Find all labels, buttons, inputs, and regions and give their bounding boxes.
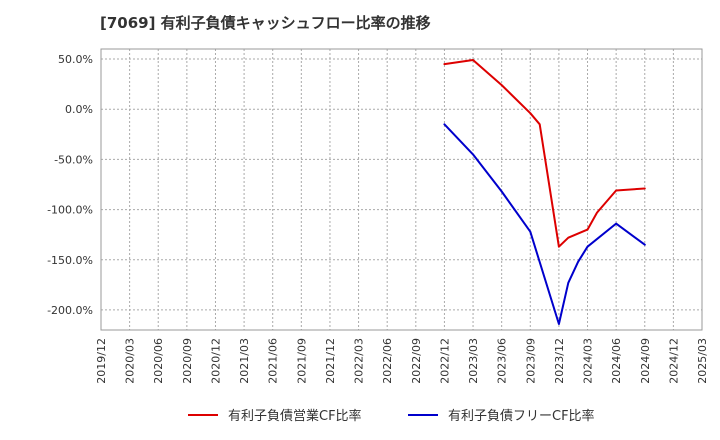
chart-title: [7069] 有利子負債キャッシュフロー比率の推移: [100, 14, 431, 32]
x-tick-label: 2024/06: [610, 338, 623, 384]
x-tick-label: 2025/03: [696, 338, 709, 384]
x-tick-label: 2021/12: [324, 338, 337, 384]
y-tick-label: 50.0%: [58, 53, 93, 66]
x-tick-label: 2022/03: [353, 338, 366, 384]
y-tick-label: 0.0%: [65, 103, 93, 116]
series-line: [443, 123, 646, 325]
y-tick-label: -150.0%: [47, 254, 93, 267]
x-tick-label: 2021/09: [295, 338, 308, 384]
x-tick-label: 2021/03: [238, 338, 251, 384]
x-tick-label: 2020/06: [152, 338, 165, 384]
x-tick-label: 2020/09: [181, 338, 194, 384]
series-line: [443, 59, 646, 248]
x-tick-label: 2022/09: [410, 338, 423, 384]
legend-label: 有利子負債営業CF比率: [228, 408, 362, 424]
x-tick-label: 2023/03: [467, 338, 480, 384]
grid-layer: [100, 49, 703, 330]
y-tick-label: -200.0%: [47, 304, 93, 317]
x-tick-label: 2022/06: [381, 338, 394, 384]
x-tick-label: 2023/06: [496, 338, 509, 384]
x-tick-label: 2022/12: [438, 338, 451, 384]
x-tick-label: 2024/12: [667, 338, 680, 384]
x-tick-label: 2024/03: [582, 338, 595, 384]
series-lines: [443, 59, 646, 325]
y-tick-label: -100.0%: [47, 204, 93, 217]
tick-labels: 2019/12 2020/03 2020/06 2020/09 2020/12 2021/…: [47, 53, 709, 384]
x-tick-label: 2021/06: [267, 338, 280, 384]
x-tick-label: 2023/12: [553, 338, 566, 384]
x-tick-label: 2019/12: [95, 338, 108, 384]
x-tick-label: 2023/09: [524, 338, 537, 384]
plot-area-frame: [100, 48, 703, 331]
legend-label: 有利子負債フリーCF比率: [448, 408, 595, 424]
x-tick-label: 2020/03: [124, 338, 137, 384]
x-tick-label: 2020/12: [209, 338, 222, 384]
x-tick-label: 2024/09: [639, 338, 652, 384]
y-tick-label: -50.0%: [54, 153, 93, 166]
legend: 有利子負債営業CF比率 有利子負債フリーCF比率: [188, 408, 595, 424]
